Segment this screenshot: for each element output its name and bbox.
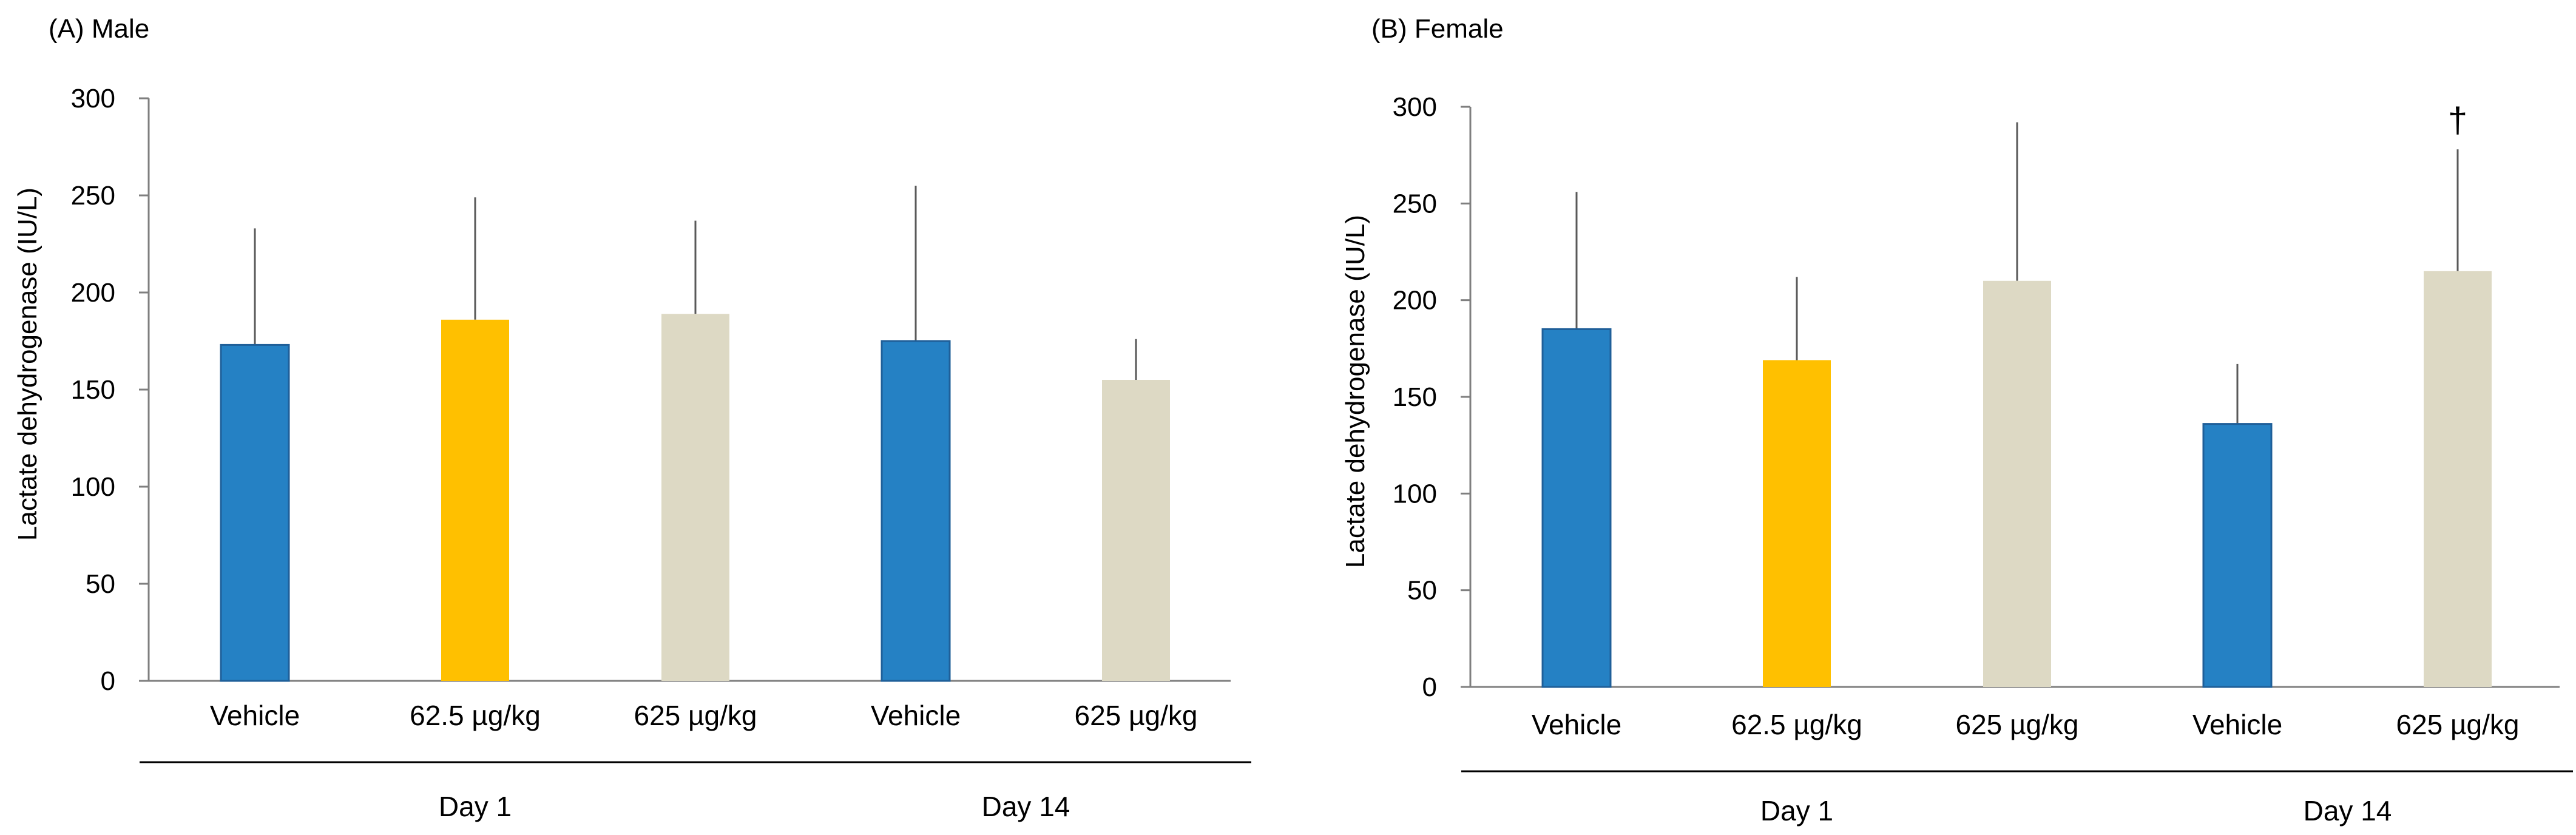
x-tick-label: 625 µg/kg: [2396, 709, 2520, 740]
y-tick-label: 0: [101, 666, 115, 696]
bar: [661, 314, 729, 681]
bar: [2202, 423, 2273, 688]
x-tick-label: 625 µg/kg: [1956, 709, 2079, 740]
y-tick-label: 150: [71, 375, 115, 405]
y-tick-label: 100: [71, 472, 115, 502]
significance-marker: †: [2448, 101, 2467, 140]
y-tick-label: 0: [1422, 672, 1437, 702]
x-tick-label: 62.5 µg/kg: [410, 700, 541, 731]
y-tick-label: 50: [1407, 576, 1437, 606]
y-tick-label: 250: [71, 181, 115, 211]
x-tick-label: 625 µg/kg: [634, 700, 757, 731]
y-tick-label: 300: [71, 84, 115, 113]
group-label: Day 14: [982, 791, 1070, 822]
group-label: Day 1: [1760, 795, 1833, 827]
bar: [1983, 280, 2051, 687]
x-tick-label: Vehicle: [871, 700, 961, 731]
y-tick-label: 100: [1393, 479, 1437, 509]
x-tick-label: 62.5 µg/kg: [1731, 709, 1862, 740]
x-tick-label: Vehicle: [1532, 709, 1621, 740]
group-label: Day 1: [439, 791, 512, 822]
group-label: Day 14: [2304, 795, 2392, 827]
chart-title: (B) Female: [1371, 14, 1504, 44]
y-axis-label: Lactate dehydrogenase (IU/L): [1340, 215, 1370, 568]
bar: [1763, 360, 1831, 687]
y-tick-label: 200: [71, 278, 115, 308]
bar: [1102, 380, 1170, 681]
x-tick-label: Vehicle: [2192, 709, 2282, 740]
y-tick-label: 200: [1393, 286, 1437, 316]
bar: [881, 340, 951, 682]
x-tick-label: 625 µg/kg: [1075, 700, 1198, 731]
y-tick-label: 300: [1393, 92, 1437, 122]
bar: [220, 343, 290, 682]
y-tick-label: 250: [1393, 189, 1437, 218]
bar: [2424, 271, 2492, 687]
x-tick-label: Vehicle: [210, 700, 300, 731]
bar: [1541, 328, 1612, 688]
y-axis-label: Lactate dehydrogenase (IU/L): [13, 188, 42, 541]
chart-title: (A) Male: [49, 14, 149, 44]
chart-panel-female: (B) Female Lactate dehydrogenase (IU/L) …: [1340, 14, 2573, 827]
y-tick-label: 50: [86, 569, 115, 599]
chart-panel-male: (A) Male Lactate dehydrogenase (IU/L) 0 5…: [13, 14, 1251, 822]
y-tick-label: 150: [1393, 382, 1437, 412]
bar: [441, 319, 509, 681]
